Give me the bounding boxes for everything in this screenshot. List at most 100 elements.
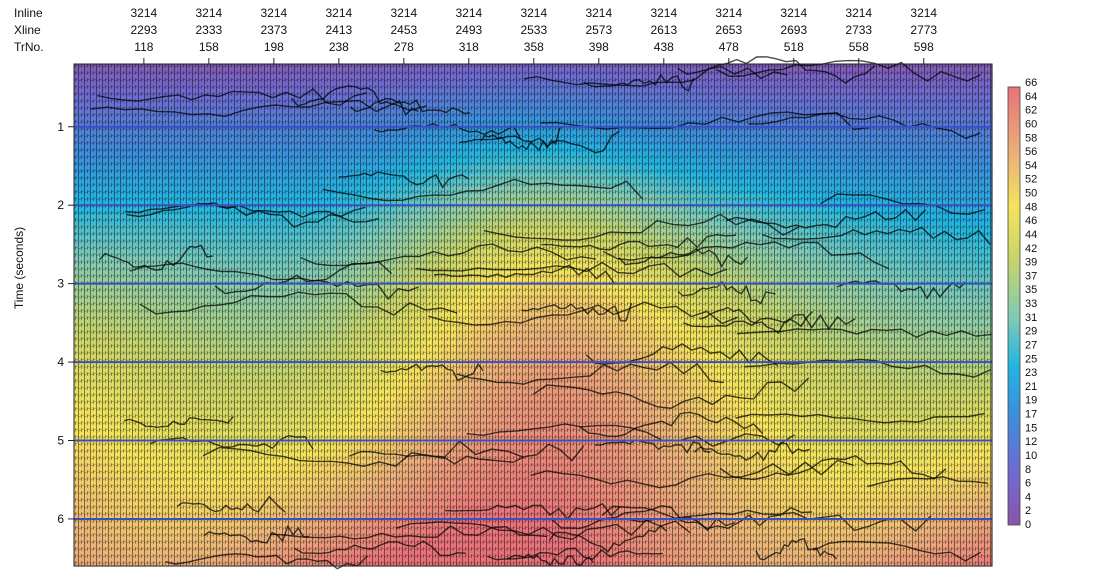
colorbar-label: 35 <box>1025 284 1037 296</box>
header-inline-value: 3214 <box>131 6 158 20</box>
plot-frame <box>73 63 993 567</box>
header-inline-value: 3214 <box>520 6 547 20</box>
colorbar-label: 42 <box>1025 243 1037 255</box>
header-trno-value: 238 <box>329 40 349 54</box>
reflector-line <box>150 434 314 450</box>
reflector-line <box>395 519 691 541</box>
reflector-line <box>677 280 776 305</box>
reflector-line <box>836 280 967 300</box>
seismic-traces-overlay <box>74 64 992 566</box>
header-inline-value: 3214 <box>650 6 677 20</box>
colorbar-label: 62 <box>1025 105 1037 117</box>
reflector-line <box>480 126 565 152</box>
colorbar-label: 50 <box>1025 188 1037 200</box>
reflector-line <box>540 111 871 131</box>
reflector-line <box>748 112 981 140</box>
plot-area <box>73 56 993 570</box>
header-inline-value: 3214 <box>325 6 352 20</box>
reflector-line <box>618 247 749 268</box>
header-xline-value: 2333 <box>196 23 223 37</box>
header-trno-value: 118 <box>134 40 153 54</box>
reflector-line <box>699 306 813 335</box>
reflector-line <box>349 443 585 465</box>
colorbar-label: 44 <box>1025 229 1037 241</box>
y-axis: Time (seconds) 1 2 3 4 5 6 <box>12 120 74 526</box>
reflector-line <box>322 178 644 202</box>
reflector-line <box>125 202 380 223</box>
header-trno-value: 358 <box>524 40 544 54</box>
colorbar-label: 6 <box>1025 478 1031 490</box>
reflector-line <box>338 171 469 189</box>
header-trno-value: 438 <box>654 40 674 54</box>
y-axis-ticks: 1 2 3 4 5 6 <box>57 120 74 526</box>
reflector-line <box>203 524 309 544</box>
reflector-line <box>456 361 724 385</box>
reflector-line <box>583 73 695 92</box>
colorbar-label: 52 <box>1025 174 1037 186</box>
header-xline-value: 2653 <box>715 23 742 37</box>
reflector-line <box>90 99 427 118</box>
header-trno-value: 398 <box>589 40 609 54</box>
header-xline-value: 2573 <box>585 23 612 37</box>
reflector-line <box>202 440 524 468</box>
colorbar-label: 33 <box>1025 298 1037 310</box>
header-inline-value: 3214 <box>390 6 417 20</box>
reflector-line <box>715 59 981 82</box>
header-xline-value: 2533 <box>520 23 547 37</box>
y-tick-label: 2 <box>57 198 64 212</box>
reflector-line <box>820 193 986 215</box>
header-label-trno: TrNo. <box>14 40 44 54</box>
y-tick-label: 1 <box>57 120 64 134</box>
reflector-line <box>735 412 985 424</box>
colorbar: 6664626058565452504846444239373533312927… <box>1007 77 1037 531</box>
header-inline-value: 3214 <box>585 6 612 20</box>
reflector-line <box>428 301 738 326</box>
colorbar-labels: 6664626058565452504846444239373533312927… <box>1025 77 1037 531</box>
reflector-line <box>415 261 727 278</box>
colorbar-label: 64 <box>1025 91 1037 103</box>
header-xline-value: 2773 <box>910 23 937 37</box>
colorbar-label: 2 <box>1025 505 1031 517</box>
colorbar-label: 39 <box>1025 257 1037 269</box>
y-tick-label: 4 <box>57 355 64 369</box>
header-inline-value: 3214 <box>845 6 872 20</box>
colorbar-label: 19 <box>1025 395 1037 407</box>
header-trno-value: 598 <box>914 40 934 54</box>
colorbar-label: 4 <box>1025 491 1031 503</box>
header-inline-value: 3214 <box>780 6 807 20</box>
colorbar-label: 0 <box>1025 519 1031 531</box>
reflector-line <box>466 423 795 447</box>
reflector-line <box>293 540 467 557</box>
time-grid-lines <box>74 125 992 520</box>
colorbar-label: 58 <box>1025 132 1037 144</box>
reflector-line <box>483 213 800 241</box>
reflector-line <box>725 208 927 229</box>
header-label-xline: Xline <box>14 23 41 37</box>
reflector-line <box>761 226 991 245</box>
reflector-line <box>867 476 989 488</box>
header-trno-value: 558 <box>849 40 869 54</box>
colorbar-label: 10 <box>1025 450 1037 462</box>
colorbar-label: 27 <box>1025 339 1037 351</box>
colorbar-label: 23 <box>1025 367 1037 379</box>
header-trno-value: 158 <box>199 40 219 54</box>
reflector-line <box>813 540 982 562</box>
y-tick-label: 6 <box>57 512 64 526</box>
header-inline-value: 3214 <box>910 6 937 20</box>
header-inline-value: 3214 <box>715 6 742 20</box>
reflector-line <box>126 202 366 228</box>
reflector-line <box>521 302 633 322</box>
colorbar-label: 66 <box>1025 77 1037 89</box>
colorbar-label: 8 <box>1025 464 1031 476</box>
header-trno-value: 278 <box>394 40 414 54</box>
header-trno-value: 478 <box>719 40 739 54</box>
header-trno-value: 318 <box>459 40 479 54</box>
reflector-line <box>530 459 854 489</box>
header-inline-value: 3214 <box>196 6 223 20</box>
header-xline-value: 2493 <box>455 23 482 37</box>
reflector-line <box>601 505 813 530</box>
y-tick-label: 5 <box>57 434 64 448</box>
reflector-line <box>459 130 620 154</box>
header-trno-value: 198 <box>264 40 284 54</box>
